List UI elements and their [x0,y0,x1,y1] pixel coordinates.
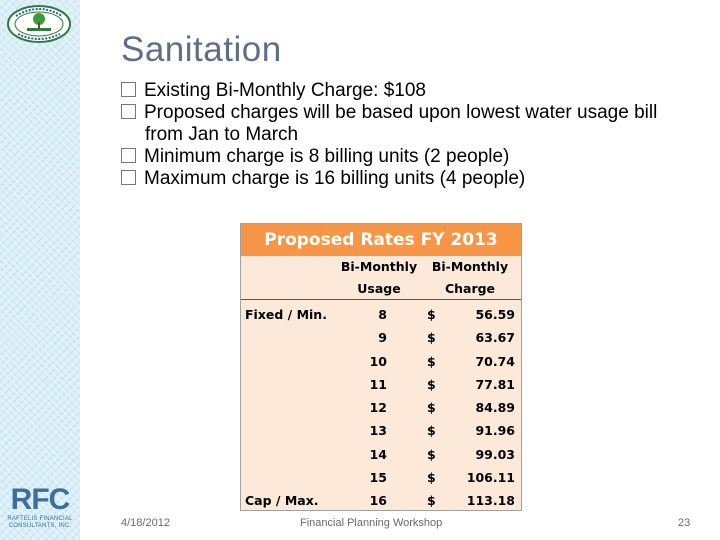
charge-cell: 91.96 [475,423,515,439]
currency-cell: $ [427,307,436,322]
usage-cell: 16 [369,493,387,509]
currency-cell: $ [427,353,436,369]
footer-date: 4/18/2012 [121,517,170,529]
rfc-logo-mark: RFC [10,483,71,516]
table-row: 12 $84.89 [241,396,521,419]
bullet-item: Minimum charge is 8 billing units (2 peo… [121,146,681,168]
charge-cell: 56.59 [475,307,515,322]
usage-cell: 12 [369,400,387,416]
bullet-box-icon [121,170,136,185]
rfc-logo-subtitle: RAFTELIS FINANCIAL CONSULTANTS, INC. [7,516,73,529]
slide-title: Sanitation [121,30,282,69]
bullet-box-icon [121,82,136,97]
table-row: 9 $63.67 [241,326,521,349]
currency-cell: $ [427,376,436,392]
bullet-list: Existing Bi-Monthly Charge: $108 Propose… [121,80,681,190]
table-row: Cap / Max. 16 $113.18 [241,489,521,512]
charge-cell: 84.89 [475,400,515,416]
usage-cell: 11 [369,376,387,392]
page-number: 23 [678,517,691,529]
bullet-item: Maximum charge is 16 billing units (4 pe… [121,168,681,190]
bullet-text: Existing Bi-Monthly Charge: $108 [144,80,426,101]
bullet-item: Existing Bi-Monthly Charge: $108 [121,80,681,102]
charge-cell: 99.03 [475,446,515,462]
table-row: 11 $77.81 [241,373,521,396]
table-row: 15 $106.11 [241,466,521,489]
currency-cell: $ [427,330,436,346]
rates-table: Proposed Rates FY 2013 Bi-Monthly Bi-Mon… [240,223,522,511]
table-body: Fixed / Min. 8 $56.59 9 $63.67 10 $70.74 11 $… [241,303,521,513]
table-row: 14 $99.03 [241,443,521,466]
charge-cell: 113.18 [466,493,515,509]
currency-cell: $ [427,470,436,486]
currency-cell: $ [427,446,436,462]
bullet-text: Minimum charge is 8 billing units (2 peo… [144,146,510,167]
currency-cell: $ [427,400,436,416]
row-label: Cap / Max. [245,493,319,509]
usage-cell: 14 [369,446,387,462]
usage-cell: 9 [378,330,387,346]
charge-cell: 70.74 [475,353,515,369]
sidebar-pattern [0,0,80,540]
currency-cell: $ [427,493,436,509]
currency-cell: $ [427,423,436,439]
usage-cell: 13 [369,423,387,439]
bullet-text: Maximum charge is 16 billing units (4 pe… [144,168,526,189]
table-row: 13 $91.96 [241,419,521,442]
column-header-row: Bi-Monthly Bi-Monthly [241,256,521,278]
bullet-item: Proposed charges will be based upon lowe… [121,102,681,146]
bullet-box-icon [121,104,136,119]
row-label: Fixed / Min. [245,307,327,322]
charge-cell: 63.67 [475,330,515,346]
charge-header-line2: Charge [444,281,496,296]
charge-cell: 77.81 [475,376,515,392]
table-row: Fixed / Min. 8 $56.59 [241,303,521,326]
table-title: Proposed Rates FY 2013 [241,224,521,256]
usage-cell: 8 [378,307,387,322]
column-header-row: Usage Charge [241,278,521,300]
footer-title: Financial Planning Workshop [300,517,443,529]
usage-header-line1: Bi-Monthly [340,259,418,274]
usage-cell: 15 [369,470,387,486]
bullet-box-icon [121,148,136,163]
usage-cell: 10 [369,353,387,369]
table-row: 10 $70.74 [241,350,521,373]
district-logo [6,4,72,44]
rfc-logo: RFC RAFTELIS FINANCIAL CONSULTANTS, INC. [6,484,74,530]
bullet-text: Proposed charges will be based upon lowe… [144,102,658,145]
usage-header-line2: Usage [357,281,401,296]
charge-header-line1: Bi-Monthly [431,259,509,274]
charge-cell: 106.11 [466,470,515,486]
